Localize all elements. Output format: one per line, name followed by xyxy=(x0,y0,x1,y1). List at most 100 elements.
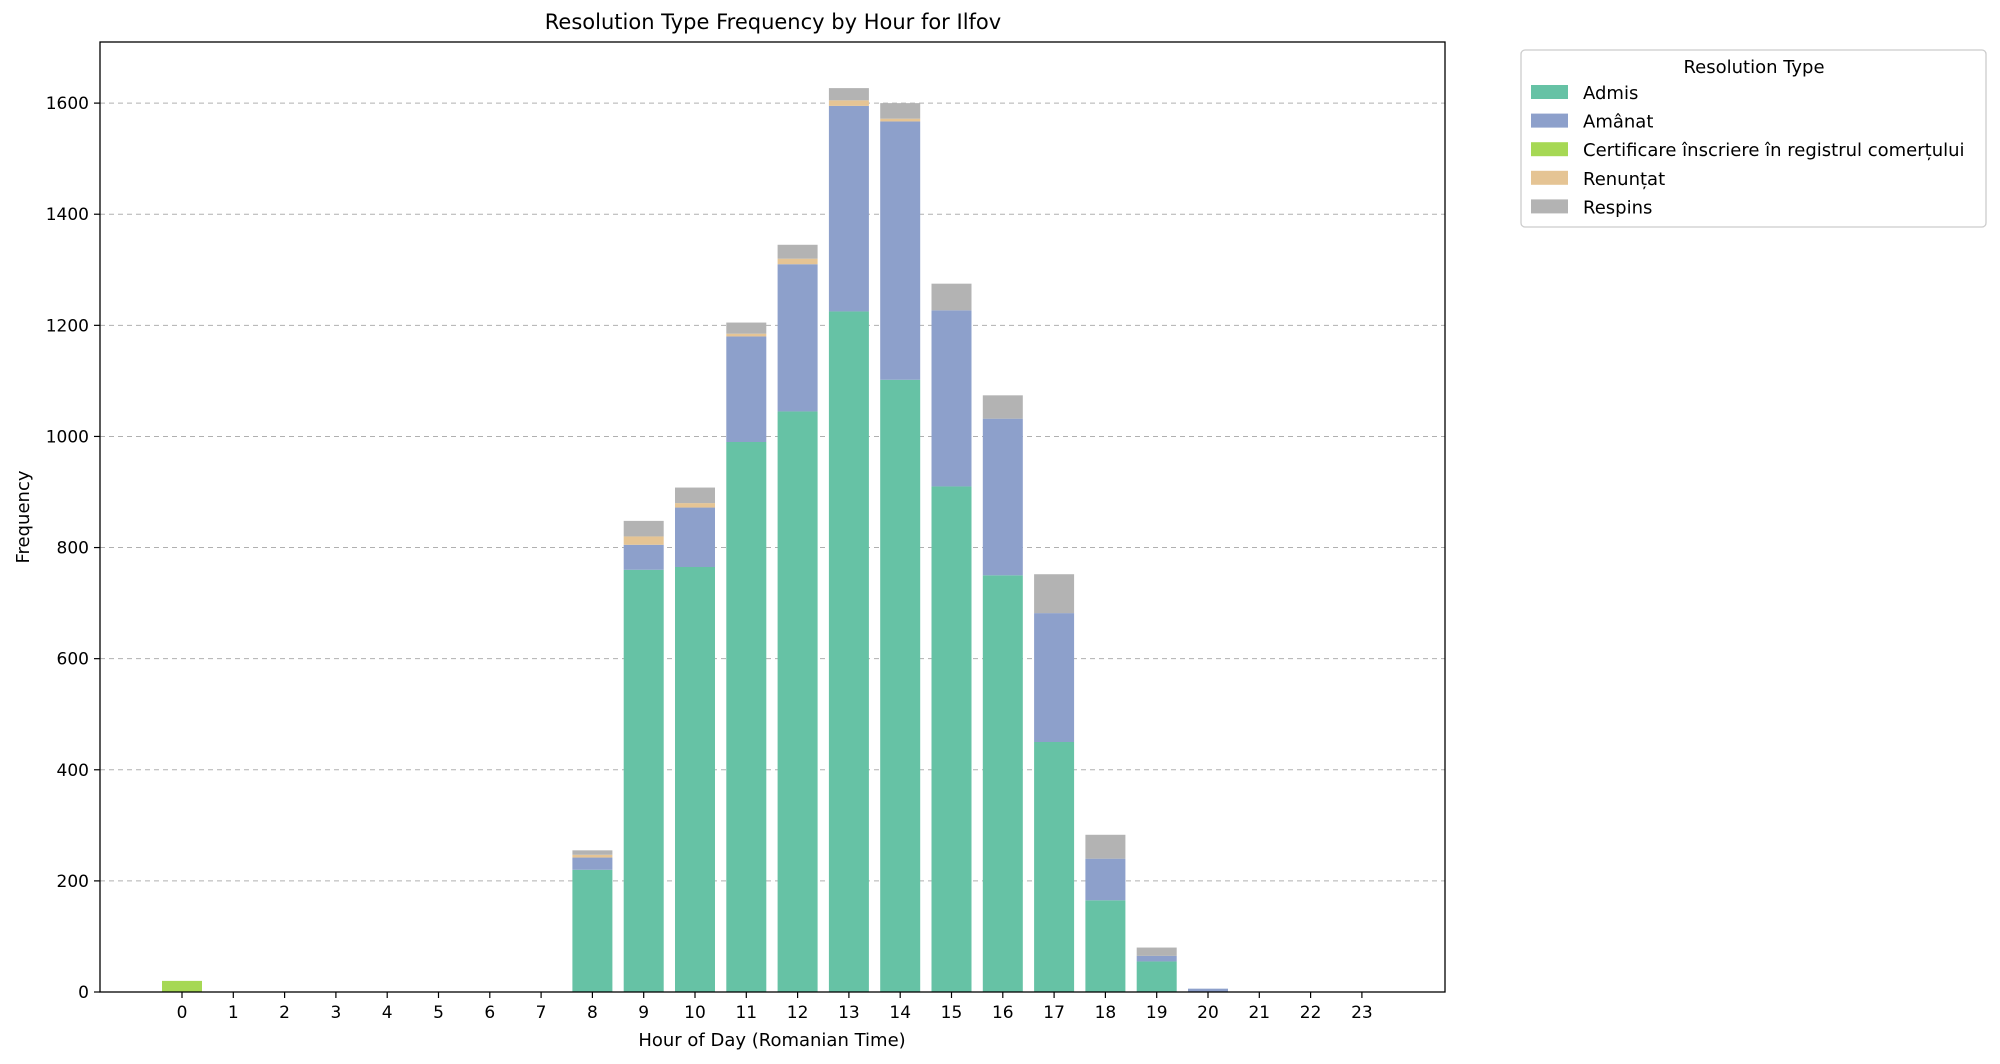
bar-hour-12-series-1 xyxy=(777,264,818,412)
x-tick-label-4: 4 xyxy=(382,1003,393,1023)
x-tick-label-3: 3 xyxy=(330,1003,341,1023)
bar-hour-8-series-1 xyxy=(572,857,613,870)
x-tick-label-5: 5 xyxy=(433,1003,444,1023)
bar-hour-18-series-1 xyxy=(1085,858,1126,901)
bar-hour-11-series-4 xyxy=(726,322,767,334)
x-tick-label-23: 23 xyxy=(1351,1003,1373,1023)
bar-hour-12-series-0 xyxy=(777,411,818,992)
x-tick-label-18: 18 xyxy=(1095,1003,1117,1023)
bar-hour-13-series-3 xyxy=(828,100,869,106)
x-tick-label-0: 0 xyxy=(177,1003,188,1023)
bar-hour-9-series-1 xyxy=(623,544,664,570)
bar-hour-9-series-3 xyxy=(623,536,664,545)
legend-label-3: Renunțat xyxy=(1583,169,1665,190)
bar-hour-14-series-3 xyxy=(880,118,921,122)
bar-hour-19-series-4 xyxy=(1136,947,1177,956)
bar-hour-8-series-0 xyxy=(572,869,613,992)
bar-hour-8-series-3 xyxy=(572,854,613,858)
y-tick-label-1000: 1000 xyxy=(46,427,89,447)
legend-swatch-1 xyxy=(1531,113,1568,128)
chart-title: Resolution Type Frequency by Hour for Il… xyxy=(545,10,1001,34)
x-tick-label-9: 9 xyxy=(638,1003,649,1023)
bar-hour-13-series-0 xyxy=(828,311,869,992)
y-tick-label-200: 200 xyxy=(57,872,89,892)
legend-title: Resolution Type xyxy=(1683,57,1824,78)
x-tick-label-21: 21 xyxy=(1248,1003,1270,1023)
bar-hour-19-series-0 xyxy=(1136,961,1177,992)
bar-hour-16-series-0 xyxy=(982,575,1023,992)
x-tick-label-2: 2 xyxy=(279,1003,290,1023)
y-tick-label-800: 800 xyxy=(57,539,89,559)
bar-hour-15-series-1 xyxy=(931,310,972,487)
legend: Resolution Type Admis Amânat Certificare î… xyxy=(1520,49,1987,228)
bar-hour-0-series-2 xyxy=(162,980,202,992)
y-tick-label-1400: 1400 xyxy=(46,205,89,225)
x-tick-label-16: 16 xyxy=(992,1003,1014,1023)
bar-hour-9-series-4 xyxy=(623,520,664,537)
bar-hour-10-series-1 xyxy=(675,507,715,567)
bar-hour-14-series-0 xyxy=(880,379,921,992)
y-tick-label-1200: 1200 xyxy=(46,316,89,336)
bar-hour-19-series-1 xyxy=(1136,955,1177,962)
x-tick-label-20: 20 xyxy=(1197,1003,1219,1023)
x-axis-label: Hour of Day (Romanian Time) xyxy=(638,1030,905,1051)
x-tick-label-11: 11 xyxy=(735,1003,757,1023)
y-axis-ticks: 0 200 400 600 800 1000 1200 1400 1600 xyxy=(46,94,100,1003)
y-tick-label-0: 0 xyxy=(78,983,89,1003)
x-tick-label-13: 13 xyxy=(838,1003,860,1023)
y-tick-label-1600: 1600 xyxy=(46,94,89,114)
bar-hour-15-series-0 xyxy=(931,486,972,992)
bar-hour-20-series-1 xyxy=(1188,988,1228,992)
plot-area-frame xyxy=(99,41,1446,993)
legend-label-2: Certificare înscriere în registrul comer… xyxy=(1583,140,1965,161)
x-tick-label-12: 12 xyxy=(787,1003,809,1023)
bar-hour-18-series-0 xyxy=(1085,900,1126,992)
x-tick-label-1: 1 xyxy=(228,1003,239,1023)
legend-label-0: Admis xyxy=(1583,83,1638,104)
y-tick-label-400: 400 xyxy=(57,761,89,781)
x-tick-label-17: 17 xyxy=(1043,1003,1065,1023)
legend-label-1: Amânat xyxy=(1583,112,1653,133)
x-tick-label-8: 8 xyxy=(587,1003,598,1023)
bar-hour-17-series-0 xyxy=(1034,742,1075,992)
legend-swatch-3 xyxy=(1531,170,1568,185)
x-tick-label-19: 19 xyxy=(1146,1003,1168,1023)
legend-label-4: Respins xyxy=(1583,197,1652,218)
bar-hour-16-series-1 xyxy=(982,418,1023,576)
bar-hour-18-series-4 xyxy=(1085,834,1126,859)
x-tick-label-10: 10 xyxy=(684,1003,706,1023)
bar-hour-14-series-4 xyxy=(880,103,921,119)
bar-hour-11-series-3 xyxy=(726,333,767,337)
legend-items: Admis Amânat Certificare înscriere în regi… xyxy=(1531,83,1965,218)
bar-hour-17-series-1 xyxy=(1034,613,1075,742)
bar-hour-9-series-0 xyxy=(623,569,664,992)
bar-hour-10-series-3 xyxy=(675,503,715,508)
bar-hour-13-series-1 xyxy=(828,105,869,312)
y-tick-label-600: 600 xyxy=(57,650,89,670)
x-tick-label-6: 6 xyxy=(484,1003,495,1023)
x-tick-label-7: 7 xyxy=(536,1003,547,1023)
bar-hour-11-series-0 xyxy=(726,442,767,992)
bar-hour-14-series-1 xyxy=(880,121,921,380)
legend-frame xyxy=(1520,49,1987,228)
bar-hour-11-series-1 xyxy=(726,336,767,442)
y-axis-label: Frequency xyxy=(13,470,34,563)
bar-hour-10-series-4 xyxy=(675,487,715,504)
legend-swatch-0 xyxy=(1531,85,1568,99)
bar-hour-8-series-4 xyxy=(572,850,613,855)
gridlines xyxy=(100,102,1445,882)
legend-swatch-2 xyxy=(1531,142,1568,157)
bars xyxy=(162,88,1228,992)
bar-hour-17-series-4 xyxy=(1034,574,1075,614)
bar-hour-13-series-4 xyxy=(828,88,869,101)
legend-swatch-4 xyxy=(1531,199,1568,214)
x-axis-ticks: 0 1 2 3 4 5 6 7 8 9 10 11 12 13 14 15 16 17 18 19 20 21 22 23 xyxy=(177,992,1373,1023)
bar-hour-16-series-4 xyxy=(982,395,1023,419)
bar-hour-10-series-0 xyxy=(675,567,715,992)
x-tick-label-14: 14 xyxy=(889,1003,911,1023)
bar-hour-15-series-4 xyxy=(931,283,972,311)
x-tick-label-15: 15 xyxy=(941,1003,963,1023)
bar-hour-12-series-4 xyxy=(777,244,818,259)
x-tick-label-22: 22 xyxy=(1300,1003,1322,1023)
